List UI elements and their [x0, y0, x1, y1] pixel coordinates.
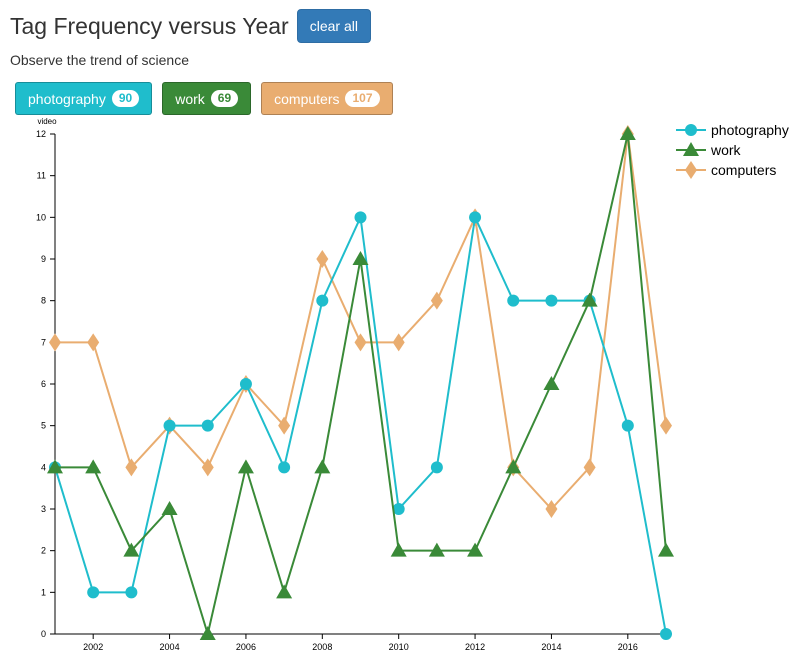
y-axis-label: video: [37, 117, 57, 126]
series-work: [47, 126, 674, 640]
data-point-work: [467, 542, 484, 557]
tag-filter-row: photography 90 work 69 computers 107: [15, 82, 393, 115]
x-tick-label: 2004: [160, 642, 180, 652]
data-point-computers: [354, 333, 367, 352]
y-tick-label: 12: [36, 129, 46, 139]
series-line-work: [55, 133, 667, 638]
y-tick-label: 2: [41, 546, 46, 556]
x-tick-label: 2010: [389, 642, 409, 652]
data-point-work: [161, 501, 178, 515]
y-tick-label: 3: [41, 504, 46, 514]
data-point-work: [390, 542, 407, 557]
legend-item-work: work: [676, 142, 742, 158]
legend-marker: [685, 161, 697, 179]
tag-count-badge: 69: [210, 90, 239, 107]
data-point-photography: [354, 211, 367, 224]
data-point-computers: [316, 250, 329, 268]
tag-count-badge: 90: [111, 90, 140, 107]
data-point-work: [505, 459, 522, 474]
y-tick-label: 11: [37, 171, 46, 181]
y-tick-label: 0: [41, 629, 46, 639]
x-tick-label: 2006: [236, 642, 256, 652]
tag-button-computers[interactable]: computers 107: [261, 82, 393, 115]
data-point-photography: [621, 419, 634, 432]
tag-button-photography[interactable]: photography 90: [15, 82, 153, 115]
legend-marker: [685, 124, 697, 136]
page-subtitle: Observe the trend of science: [10, 52, 189, 68]
data-point-photography: [201, 419, 214, 432]
tag-label: work: [175, 90, 205, 107]
data-point-photography: [660, 628, 672, 640]
data-point-photography: [545, 294, 558, 307]
data-point-work: [352, 251, 369, 265]
data-point-computers: [278, 416, 291, 435]
data-point-work: [123, 542, 140, 557]
data-point-photography: [392, 503, 405, 515]
data-point-work: [85, 459, 102, 474]
series-line-computers: [55, 133, 667, 511]
clear-all-button[interactable]: clear all: [296, 9, 371, 43]
page-title: Tag Frequency versus Year: [10, 12, 289, 39]
y-tick-label: 6: [41, 379, 46, 389]
data-point-photography: [87, 586, 100, 599]
tag-label: photography: [28, 90, 106, 107]
data-point-computers: [583, 458, 596, 477]
data-point-work: [47, 459, 63, 474]
data-point-computers: [392, 333, 405, 352]
legend-marker: [683, 142, 699, 156]
data-point-photography: [239, 378, 252, 390]
data-point-work: [428, 542, 445, 557]
data-point-computers: [430, 291, 443, 310]
data-point-photography: [507, 294, 520, 307]
data-point-photography: [316, 294, 329, 307]
title-row: Tag Frequency versus Year clear all: [10, 8, 371, 44]
legend-label: photography: [711, 122, 789, 138]
data-point-work: [658, 542, 674, 557]
data-point-work: [276, 584, 293, 599]
x-tick-label: 2012: [465, 642, 485, 652]
y-tick-label: 1: [41, 587, 46, 597]
series-line-photography: [54, 213, 667, 635]
y-tick-label: 9: [41, 254, 46, 264]
tag-button-work[interactable]: work 69: [162, 82, 252, 115]
y-tick-label: 10: [36, 212, 46, 222]
data-point-photography: [125, 586, 138, 599]
legend-label: work: [710, 142, 742, 158]
y-tick-label: 5: [41, 421, 46, 431]
data-point-photography: [278, 461, 291, 474]
legend-label: computers: [711, 162, 776, 178]
x-tick-label: 2016: [618, 642, 638, 652]
legend-item-photography: photography: [676, 122, 789, 138]
tag-count-badge: 107: [345, 90, 380, 107]
y-tick-label: 7: [41, 337, 46, 347]
y-tick-label: 8: [41, 296, 46, 306]
data-point-work: [543, 376, 560, 390]
data-point-work: [619, 126, 636, 140]
data-point-photography: [469, 211, 482, 224]
series-photography: [49, 211, 672, 640]
data-point-computers: [545, 500, 558, 518]
data-point-computers: [87, 333, 100, 352]
data-point-work: [199, 626, 216, 640]
series-computers: [49, 125, 672, 518]
legend-item-computers: computers: [676, 161, 776, 179]
tag-label: computers: [274, 90, 340, 107]
data-point-computers: [660, 416, 672, 435]
data-point-computers: [201, 458, 214, 477]
x-tick-label: 2014: [541, 642, 561, 652]
x-tick-label: 2002: [83, 642, 103, 652]
data-point-computers: [125, 458, 138, 477]
data-point-work: [237, 459, 254, 474]
data-point-work: [581, 292, 598, 307]
y-tick-label: 4: [41, 462, 46, 472]
data-point-computers: [49, 333, 61, 352]
data-point-photography: [430, 461, 443, 474]
x-tick-label: 2008: [312, 642, 332, 652]
data-point-work: [314, 459, 331, 474]
data-point-photography: [163, 419, 176, 432]
